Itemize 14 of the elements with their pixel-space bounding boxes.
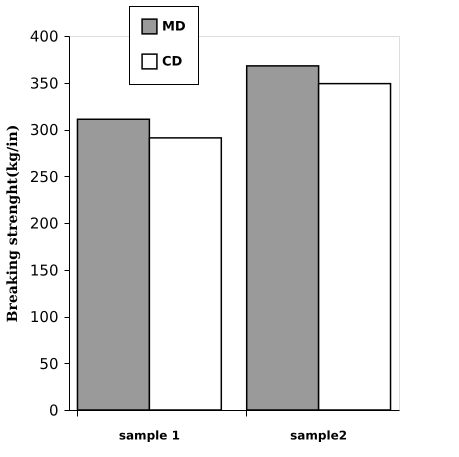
y-tick-label: 100: [30, 308, 58, 326]
x-tick-label: sample 1: [118, 428, 180, 442]
y-tick-label: 150: [30, 261, 58, 280]
y-tick-label: 350: [30, 74, 58, 92]
y-tick-label: 50: [39, 354, 58, 373]
legend-label: CD: [162, 54, 183, 70]
x-tick-label: sample2: [290, 428, 348, 442]
y-tick-label: 300: [30, 121, 58, 139]
y-tick-label: 250: [30, 168, 58, 186]
y-tick-label: 200: [30, 214, 58, 232]
legend-label: MD: [162, 20, 186, 34]
y-tick-label: 0: [48, 402, 58, 420]
y-axis-title: Breaking strenght(kg/in): [4, 124, 21, 322]
y-tick-label: 400: [30, 28, 58, 46]
